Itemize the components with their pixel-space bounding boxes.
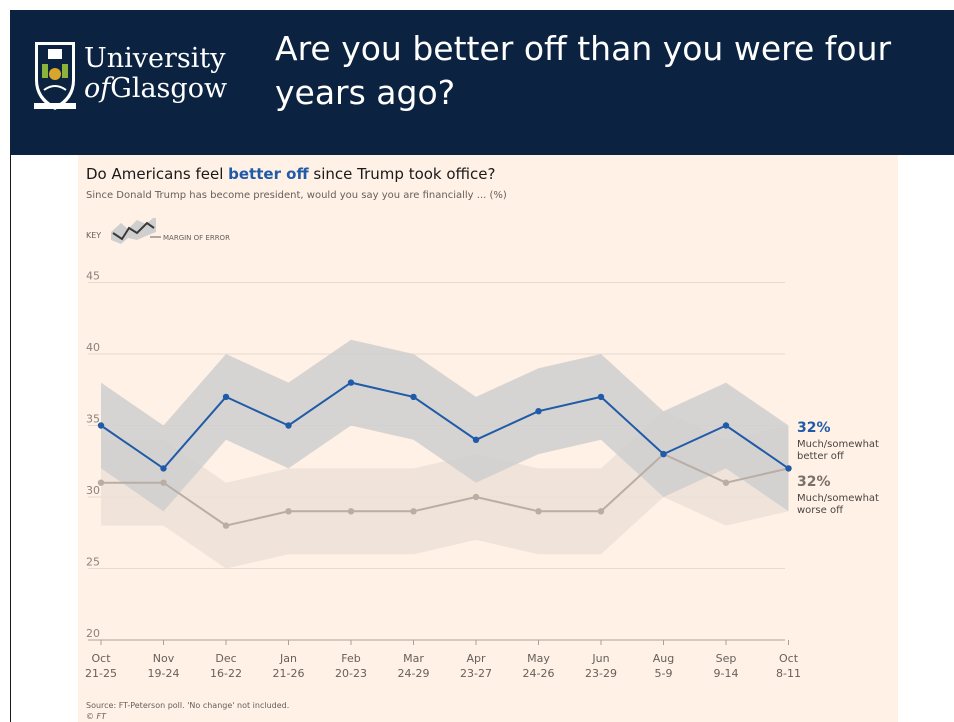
data-point-better-off	[660, 450, 667, 458]
x-tick-label-days: 23-29	[585, 667, 617, 680]
x-tick-label-month: Jan	[279, 652, 297, 665]
university-line-2: ofGlasgow	[84, 74, 227, 104]
x-tick-label-month: Aug	[653, 652, 674, 665]
end-label-better-off-2: better off	[797, 451, 845, 462]
slide-title: Are you better off than you were four ye…	[275, 29, 892, 112]
y-tick-label: 45	[86, 270, 100, 283]
x-tick-label-days: 19-24	[148, 667, 180, 680]
chart-title-post: since Trump took office?	[308, 165, 496, 183]
data-point-better-off	[785, 465, 792, 472]
data-point-better-off	[597, 393, 605, 401]
data-point-better-off	[97, 422, 105, 429]
data-point-worse-off	[472, 493, 480, 501]
chart-title: Do Americans feel better off since Trump…	[86, 165, 496, 183]
university-crest-logo	[34, 42, 76, 110]
x-tick-label-days: 23-27	[460, 667, 492, 680]
x-tick-label-month: May	[527, 652, 550, 665]
x-tick-label-days: 5-9	[655, 667, 673, 680]
x-tick-label-days: 21-26	[273, 667, 305, 680]
chart-title-pre: Do Americans feel	[86, 165, 229, 183]
left-border	[10, 155, 11, 722]
y-tick-label: 20	[86, 627, 100, 640]
university-glasgow: Glasgow	[110, 73, 228, 104]
x-tick-label-days: 9-14	[714, 667, 739, 680]
data-point-worse-off	[535, 508, 542, 515]
data-point-worse-off	[285, 508, 292, 515]
slide-header	[10, 10, 954, 155]
chart-credit: © FT	[86, 712, 107, 721]
data-point-better-off	[535, 408, 542, 415]
y-tick-label: 40	[86, 341, 100, 354]
x-tick-label-month: Mar	[403, 652, 424, 665]
data-point-worse-off	[347, 508, 355, 515]
data-point-better-off	[160, 465, 167, 472]
end-value-worse-off: 32%	[797, 474, 831, 490]
margin-band-better-off	[101, 339, 789, 512]
data-point-worse-off	[722, 479, 730, 486]
data-point-better-off	[222, 393, 230, 401]
university-name: University ofGlasgow	[84, 44, 227, 104]
x-tick-label-month: Nov	[153, 652, 175, 665]
x-tick-label-month: Dec	[215, 652, 236, 665]
y-tick-label: 25	[86, 556, 100, 569]
series-line-better-off	[100, 381, 790, 470]
data-point-worse-off	[410, 508, 417, 515]
end-value-better-off: 32%	[797, 420, 831, 436]
key-line	[112, 221, 155, 241]
data-point-better-off	[285, 422, 292, 429]
data-point-better-off	[472, 436, 480, 443]
x-tick-label-days: 24-26	[523, 667, 555, 680]
x-tick-label-month: Feb	[341, 652, 360, 665]
x-tick-label-days: 21-25	[85, 667, 117, 680]
chart-subtitle: Since Donald Trump has become president,…	[86, 190, 507, 201]
data-point-worse-off	[97, 479, 105, 486]
x-tick-label-month: Sep	[716, 652, 737, 665]
end-label-worse-off-2: worse off	[797, 505, 844, 516]
university-line-1: University	[84, 43, 226, 74]
x-tick-label-month: Oct	[779, 652, 799, 665]
chart-footnote: Source: FT-Peterson poll. 'No change' no…	[86, 700, 289, 722]
series-line-worse-off	[101, 452, 789, 527]
chart-title-highlight: better off	[228, 165, 309, 183]
x-tick-label-month: Jun	[591, 652, 609, 665]
x-tick-label-days: 16-22	[210, 667, 242, 680]
data-point-better-off	[347, 379, 355, 386]
x-tick-label-month: Oct	[91, 652, 111, 665]
x-tick-label-month: Apr	[466, 652, 486, 665]
data-point-better-off	[410, 393, 417, 401]
x-tick-label-days: 20-23	[335, 667, 367, 680]
data-point-worse-off	[160, 479, 167, 486]
data-point-better-off	[722, 422, 730, 429]
end-label-worse-off-1: Much/somewhat	[797, 493, 879, 504]
key-label: KEY	[86, 231, 101, 240]
end-label-better-off-1: Much/somewhat	[797, 439, 879, 450]
data-point-worse-off	[597, 508, 605, 515]
key-margin-label: MARGIN OF ERROR	[163, 234, 230, 242]
margin-band-worse-off	[101, 411, 789, 569]
x-tick-label-days: 24-29	[398, 667, 430, 680]
data-point-worse-off	[222, 522, 230, 529]
university-of: of	[84, 73, 111, 104]
chart-source: Source: FT-Peterson poll. 'No change' no…	[86, 701, 290, 710]
x-tick-label-days: 8-11	[776, 667, 801, 680]
y-tick-label: 30	[86, 484, 100, 497]
y-tick-label: 35	[86, 413, 100, 426]
